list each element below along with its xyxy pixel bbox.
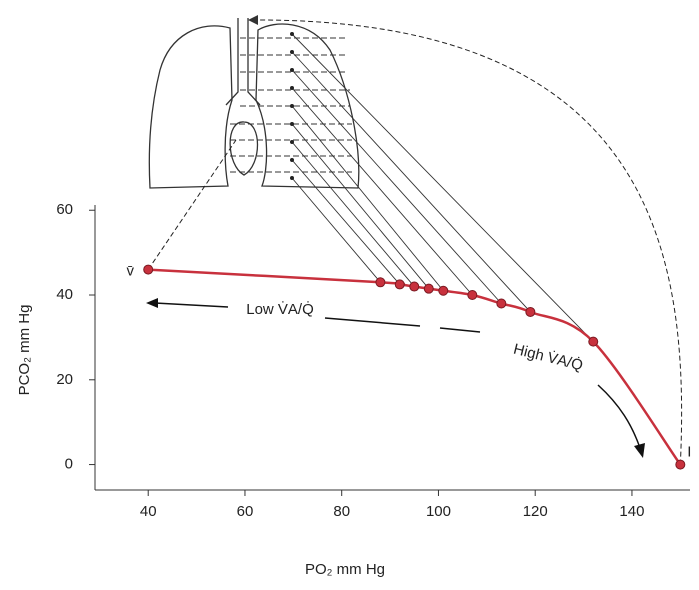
left-lung	[148, 25, 233, 189]
x-tick-label: 100	[426, 503, 451, 520]
y-axis-label: PCO₂ mm Hg	[16, 305, 33, 396]
connector	[291, 177, 381, 283]
lung-dot	[290, 176, 294, 180]
point	[423, 283, 434, 294]
right-lung	[255, 23, 360, 189]
connector	[291, 69, 502, 304]
curve	[148, 268, 682, 466]
point	[675, 459, 686, 470]
connector	[291, 51, 531, 313]
x-tick-label: 60	[237, 503, 254, 520]
point	[467, 290, 478, 301]
y-tick-label: 60	[56, 201, 73, 218]
low-arrow	[146, 298, 645, 458]
lung-diagram	[148, 15, 360, 189]
arrowhead	[248, 15, 258, 25]
point-label: v̄	[126, 263, 134, 280]
lung-dot	[290, 122, 294, 126]
annotation: High V̇A/Q̇	[512, 340, 585, 374]
x-tick-label: 120	[523, 503, 548, 520]
lung-dot	[290, 86, 294, 90]
y-tick-label: 20	[56, 371, 73, 388]
y-tick-label: 0	[65, 456, 73, 473]
trachea	[225, 18, 261, 106]
connector	[291, 141, 415, 287]
connector	[291, 87, 473, 296]
inspired-link	[257, 19, 683, 465]
point	[375, 277, 386, 288]
y-tick-label: 40	[56, 286, 73, 303]
point	[496, 298, 507, 309]
lung-dot	[290, 158, 294, 162]
connector	[291, 123, 430, 289]
x-tick-label: 140	[619, 503, 644, 520]
lung-dot	[290, 104, 294, 108]
point	[588, 336, 599, 347]
lung-dot	[290, 32, 294, 36]
venous-link	[147, 139, 237, 270]
heart	[229, 121, 259, 176]
lung-dot	[290, 68, 294, 72]
point	[409, 281, 420, 292]
lung-level-lines	[230, 37, 352, 173]
connector	[291, 159, 401, 285]
connector	[291, 105, 444, 292]
point	[525, 306, 536, 317]
connector	[291, 33, 594, 342]
point	[394, 279, 405, 290]
point	[438, 285, 449, 296]
x-tick-label: 80	[333, 503, 350, 520]
lung-dot	[290, 50, 294, 54]
annotation: Low V̇A/Q̇	[246, 301, 314, 318]
point-label: I	[687, 444, 691, 461]
lung-dot	[290, 140, 294, 144]
x-tick-label: 40	[140, 503, 157, 520]
x-axis-label: PO₂ mm Hg	[305, 561, 385, 578]
point	[143, 264, 154, 275]
